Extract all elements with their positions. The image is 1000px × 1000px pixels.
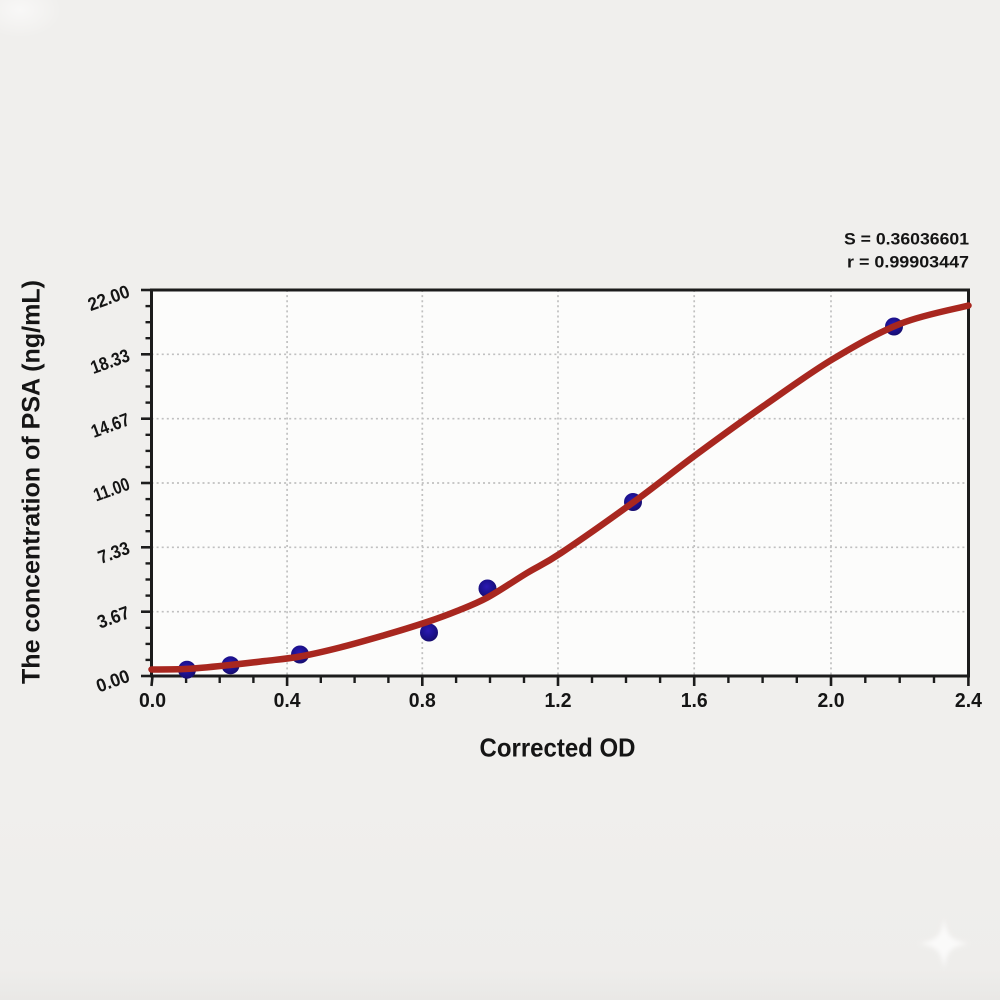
svg-text:22.00: 22.00 xyxy=(85,281,133,315)
svg-text:1.6: 1.6 xyxy=(681,690,708,712)
svg-text:0.4: 0.4 xyxy=(274,690,302,712)
svg-text:7.33: 7.33 xyxy=(95,537,132,568)
svg-text:18.33: 18.33 xyxy=(88,345,133,378)
svg-text:2.0: 2.0 xyxy=(818,690,845,712)
svg-text:3.67: 3.67 xyxy=(94,602,132,633)
svg-text:11.00: 11.00 xyxy=(90,473,132,505)
svg-text:r = 0.99903447: r = 0.99903447 xyxy=(847,254,969,272)
svg-text:1.2: 1.2 xyxy=(545,690,572,712)
svg-text:2.4: 2.4 xyxy=(955,690,983,712)
svg-text:14.67: 14.67 xyxy=(88,409,132,442)
svg-text:Corrected OD: Corrected OD xyxy=(480,733,636,763)
svg-text:S = 0.36036601: S = 0.36036601 xyxy=(844,231,969,249)
svg-text:0.8: 0.8 xyxy=(409,690,436,712)
svg-text:The concentration of PSA (ng/m: The concentration of PSA (ng/mL) xyxy=(18,280,46,684)
svg-text:0.0: 0.0 xyxy=(139,690,166,712)
svg-text:0.00: 0.00 xyxy=(93,665,132,696)
